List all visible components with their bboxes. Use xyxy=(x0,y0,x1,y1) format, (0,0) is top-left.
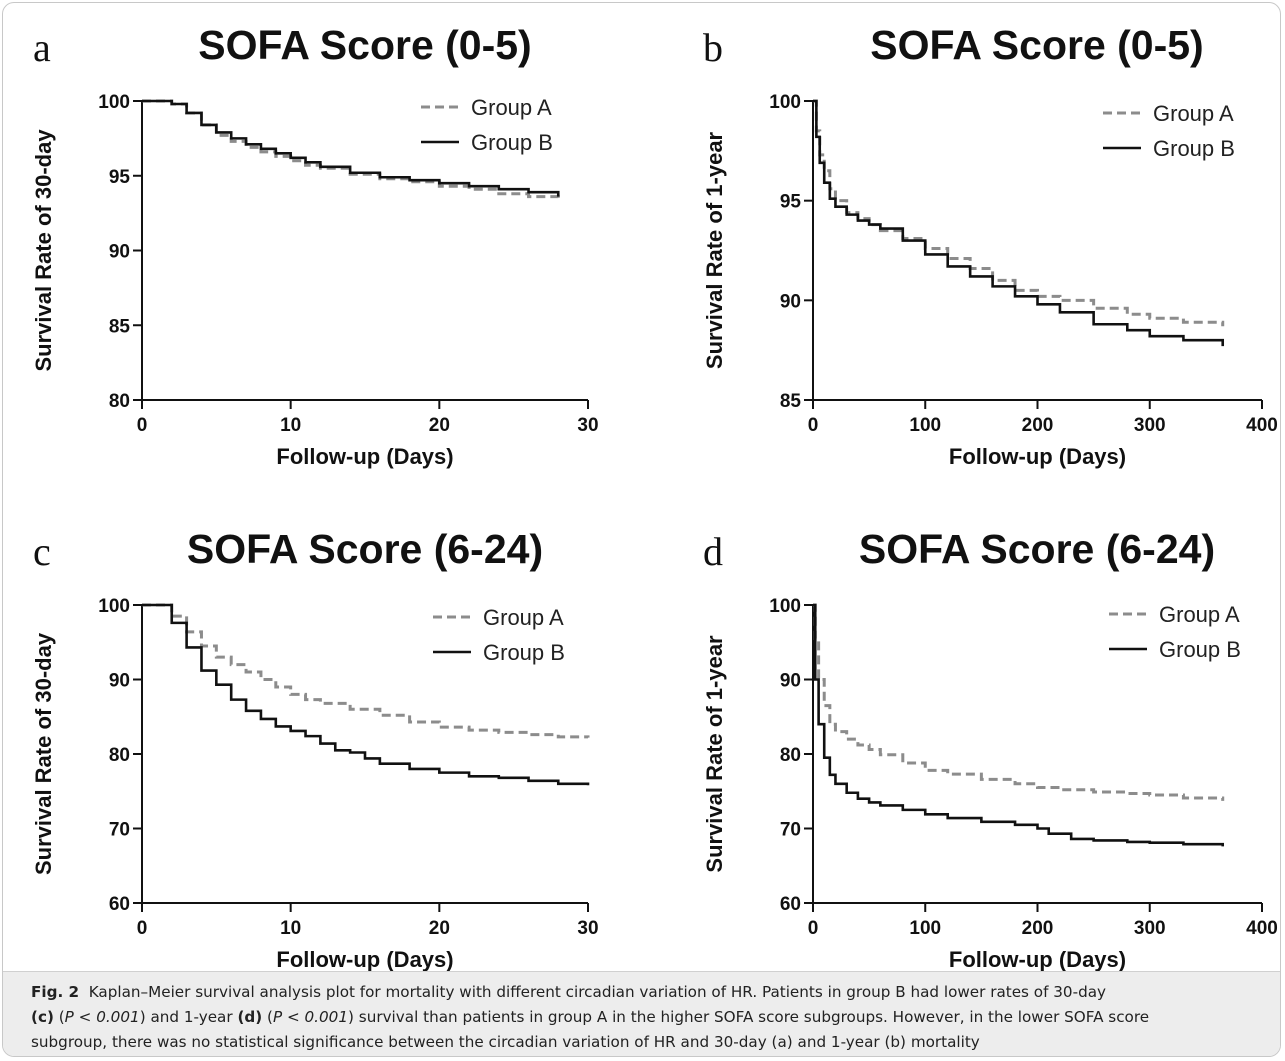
series-line-group-a xyxy=(813,603,1225,801)
legend: Group A Group B xyxy=(1109,602,1241,662)
x-tick-label: 0 xyxy=(137,415,148,436)
chart-panel-c: c SOFA Score (6-24) 60 70 80 90 100 0 10 20 30 Foll… xyxy=(31,526,599,971)
chart-title: SOFA Score (0-5) xyxy=(198,22,531,68)
y-tick-label: 90 xyxy=(780,671,801,692)
y-tick-label: 80 xyxy=(109,391,130,412)
caption-line-2: (c) (P < 0.001) and 1-year (d) (P < 0.00… xyxy=(31,1008,1150,1026)
x-tick-label: 100 xyxy=(909,415,941,436)
panel-letter: b xyxy=(703,25,723,70)
y-tick-label: 60 xyxy=(780,894,801,915)
x-axis-label: Follow-up (Days) xyxy=(276,947,453,971)
x-tick-label: 10 xyxy=(280,415,301,436)
legend: Group A Group B xyxy=(1103,101,1235,161)
x-tick-label: 100 xyxy=(909,918,941,939)
caption-text-3: subgroup, there was no statistical signi… xyxy=(31,1033,980,1051)
chart-title: SOFA Score (6-24) xyxy=(187,526,543,572)
x-tick-label: 300 xyxy=(1134,415,1166,436)
y-axis-label: Survival Rate of 1-year xyxy=(702,131,727,369)
series-line-group-a xyxy=(813,99,1225,327)
figure-caption: Fig. 2 Kaplan–Meier survival analysis pl… xyxy=(3,971,1280,1056)
x-tick-label: 300 xyxy=(1134,918,1166,939)
panel-letter: c xyxy=(33,529,51,574)
x-tick-label: 200 xyxy=(1022,918,1054,939)
y-tick-label: 70 xyxy=(780,820,801,841)
y-tick-label: 90 xyxy=(109,671,130,692)
x-tick-label: 0 xyxy=(137,918,148,939)
legend-label: Group B xyxy=(471,130,553,155)
legend-label: Group A xyxy=(1153,101,1234,126)
series-line-group-a xyxy=(142,603,590,739)
y-tick-label: 95 xyxy=(109,167,131,188)
chart-panel-b: b SOFA Score (0-5) 85 90 95 100 0 100 200 300 400 F… xyxy=(702,22,1278,469)
x-tick-label: 400 xyxy=(1246,918,1278,939)
y-tick-label: 100 xyxy=(769,92,801,113)
x-tick-label: 10 xyxy=(280,918,301,939)
y-tick-label: 90 xyxy=(109,242,130,263)
x-axis-label: Follow-up (Days) xyxy=(949,444,1126,469)
chart-panel-d: d SOFA Score (6-24) 60 70 80 90 100 0 100 200 300 4… xyxy=(702,526,1278,971)
caption-c-label: (c) xyxy=(31,1008,54,1026)
caption-text-2: survival than patients in group A in the… xyxy=(358,1008,1150,1026)
series-line-group-b xyxy=(142,99,560,197)
y-axis-label: Survival Rate of 30-day xyxy=(31,129,56,372)
y-tick-label: 100 xyxy=(98,92,130,113)
series-line-group-b xyxy=(813,603,1225,847)
x-tick-label: 400 xyxy=(1246,415,1278,436)
caption-p-value-2: P < 0.001 xyxy=(272,1008,349,1026)
legend: Group A Group B xyxy=(421,95,553,155)
y-axis-label: Survival Rate of 30-day xyxy=(31,632,56,875)
panel-letter: a xyxy=(33,25,51,70)
x-tick-label: 20 xyxy=(429,415,450,436)
caption-mid-text: and 1-year xyxy=(150,1008,233,1026)
caption-line-3: subgroup, there was no statistical signi… xyxy=(31,1030,1266,1055)
x-tick-label: 30 xyxy=(577,415,598,436)
legend-label: Group B xyxy=(483,640,565,665)
caption-label: Fig. 2 xyxy=(31,983,80,1001)
legend-label: Group A xyxy=(1159,602,1240,627)
chart-title: SOFA Score (6-24) xyxy=(859,526,1215,572)
legend-label: Group A xyxy=(483,605,564,630)
legend-label: Group A xyxy=(471,95,552,120)
caption-d-label: (d) xyxy=(237,1008,263,1026)
y-tick-label: 90 xyxy=(780,291,801,312)
caption-p-value-1: P < 0.001 xyxy=(64,1008,140,1026)
y-tick-label: 80 xyxy=(780,745,801,766)
x-tick-label: 200 xyxy=(1022,415,1054,436)
chart-panel-a: a SOFA Score (0-5) 80 85 90 95 100 0 10 20 30 Follo… xyxy=(31,22,599,469)
panel-letter: d xyxy=(703,529,723,574)
y-tick-label: 95 xyxy=(780,192,802,213)
caption-line-1: Fig. 2 Kaplan–Meier survival analysis pl… xyxy=(31,980,1266,1005)
y-axis-label: Survival Rate of 1-year xyxy=(702,635,727,873)
legend-label: Group B xyxy=(1159,637,1241,662)
x-axis-label: Follow-up (Days) xyxy=(949,947,1126,971)
y-tick-label: 100 xyxy=(769,596,801,617)
y-tick-label: 100 xyxy=(98,596,130,617)
y-tick-label: 70 xyxy=(109,820,130,841)
series-line-group-b xyxy=(813,99,1225,347)
y-tick-label: 80 xyxy=(109,745,130,766)
y-tick-label: 85 xyxy=(780,391,802,412)
legend-label: Group B xyxy=(1153,136,1235,161)
legend: Group A Group B xyxy=(433,605,565,665)
caption-text-1: Kaplan–Meier survival analysis plot for … xyxy=(88,983,1106,1001)
x-tick-label: 30 xyxy=(577,918,598,939)
x-tick-label: 0 xyxy=(808,918,819,939)
x-tick-label: 20 xyxy=(429,918,450,939)
x-axis-label: Follow-up (Days) xyxy=(276,444,453,469)
y-tick-label: 60 xyxy=(109,894,130,915)
x-tick-label: 0 xyxy=(808,415,819,436)
chart-title: SOFA Score (0-5) xyxy=(870,22,1203,68)
series-line-group-b xyxy=(142,603,590,786)
y-tick-label: 85 xyxy=(109,316,131,337)
